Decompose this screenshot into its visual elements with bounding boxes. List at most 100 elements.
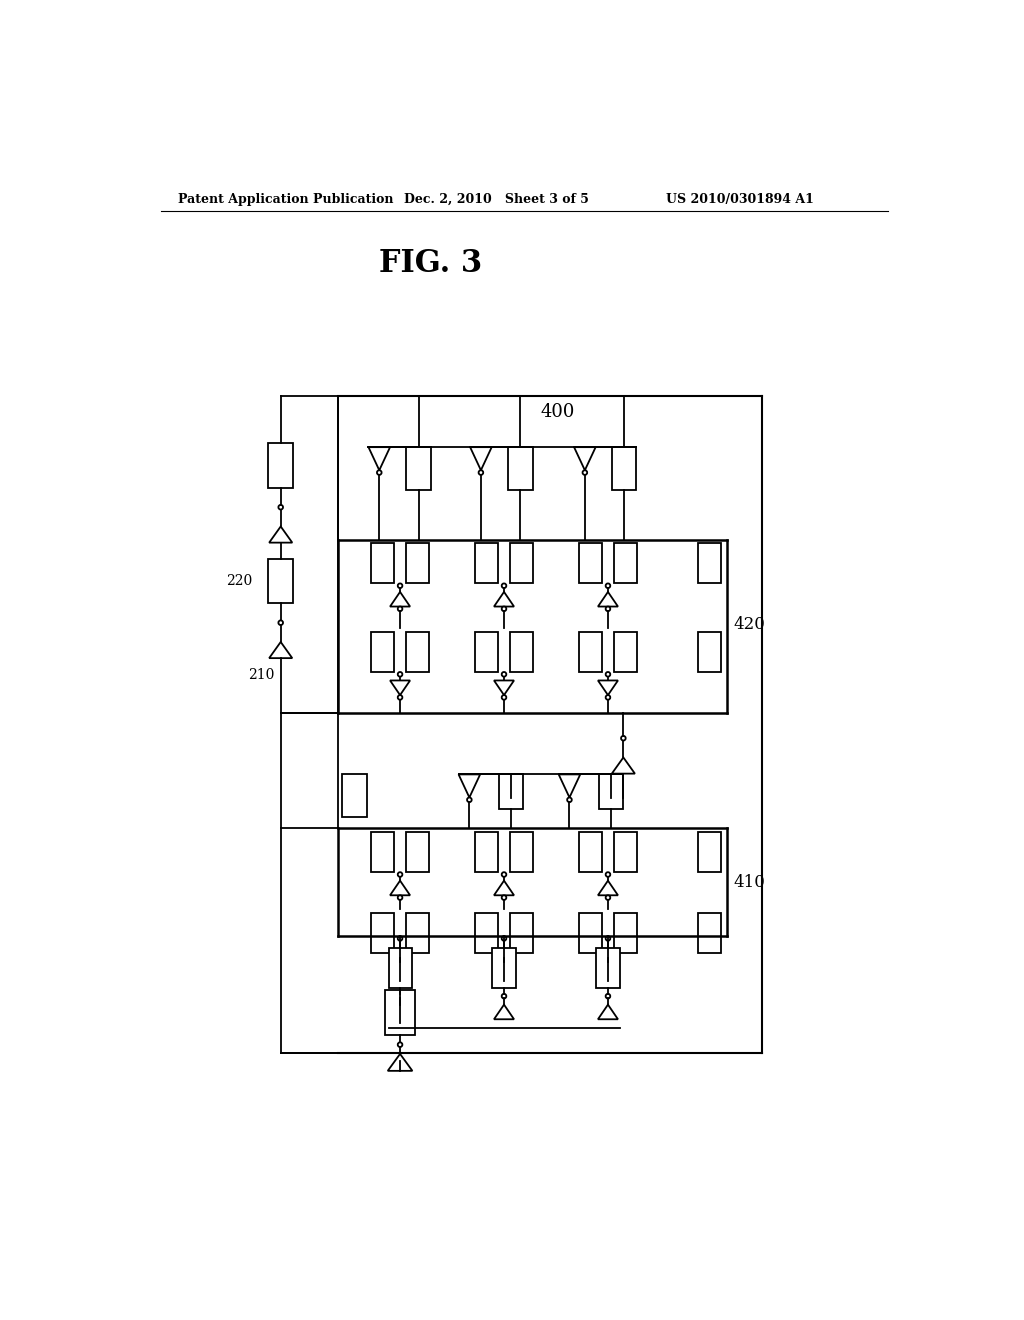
Polygon shape — [611, 758, 635, 774]
Circle shape — [605, 672, 610, 677]
Polygon shape — [559, 775, 581, 797]
Bar — [407, 632, 429, 672]
Polygon shape — [598, 681, 617, 696]
Bar — [579, 632, 602, 672]
Polygon shape — [390, 591, 410, 607]
Circle shape — [605, 696, 610, 700]
Circle shape — [279, 506, 283, 510]
Bar — [614, 632, 637, 672]
Bar — [614, 913, 637, 953]
Text: Dec. 2, 2010   Sheet 3 of 5: Dec. 2, 2010 Sheet 3 of 5 — [403, 193, 589, 206]
Bar — [268, 444, 293, 488]
Polygon shape — [494, 591, 514, 607]
Circle shape — [397, 953, 402, 958]
Circle shape — [621, 737, 626, 741]
Circle shape — [502, 936, 506, 941]
Text: FIG. 3: FIG. 3 — [379, 248, 482, 280]
Circle shape — [502, 977, 506, 981]
Polygon shape — [390, 681, 410, 696]
Bar — [510, 632, 534, 672]
Circle shape — [397, 895, 402, 900]
Text: 400: 400 — [541, 404, 575, 421]
Polygon shape — [494, 1005, 514, 1019]
Bar — [371, 832, 394, 873]
Bar — [475, 544, 498, 583]
Polygon shape — [494, 681, 514, 696]
Circle shape — [502, 953, 506, 958]
Circle shape — [502, 583, 506, 589]
Bar — [611, 447, 637, 490]
Bar — [407, 913, 429, 953]
Circle shape — [502, 895, 506, 900]
Text: US 2010/0301894 A1: US 2010/0301894 A1 — [666, 193, 814, 206]
Circle shape — [605, 583, 610, 589]
Bar — [698, 544, 721, 583]
Polygon shape — [390, 880, 410, 895]
Circle shape — [478, 470, 483, 475]
Circle shape — [397, 936, 402, 941]
Circle shape — [502, 696, 506, 700]
Circle shape — [397, 607, 402, 611]
Bar — [407, 832, 429, 873]
Bar — [475, 913, 498, 953]
Bar — [698, 913, 721, 953]
Bar — [510, 913, 534, 953]
Bar — [493, 948, 515, 987]
Circle shape — [397, 672, 402, 677]
Polygon shape — [574, 447, 596, 470]
Circle shape — [605, 895, 610, 900]
Circle shape — [605, 953, 610, 958]
Bar — [407, 447, 431, 490]
Text: 210: 210 — [248, 668, 274, 682]
Bar — [268, 558, 293, 603]
Circle shape — [377, 470, 382, 475]
Text: 410: 410 — [733, 874, 765, 891]
Bar — [698, 632, 721, 672]
Bar — [371, 913, 394, 953]
Polygon shape — [269, 642, 292, 659]
Polygon shape — [598, 1005, 617, 1019]
Circle shape — [605, 977, 610, 981]
Circle shape — [583, 470, 587, 475]
Circle shape — [502, 873, 506, 876]
Polygon shape — [390, 961, 410, 977]
Polygon shape — [459, 775, 480, 797]
Bar — [385, 990, 415, 1035]
Bar — [371, 632, 394, 672]
Bar — [614, 544, 637, 583]
Circle shape — [397, 994, 402, 998]
Bar — [508, 447, 532, 490]
Bar — [614, 832, 637, 873]
Bar — [579, 832, 602, 873]
Circle shape — [605, 873, 610, 876]
Circle shape — [397, 977, 402, 981]
Polygon shape — [598, 591, 617, 607]
Circle shape — [502, 994, 506, 998]
Bar — [510, 544, 534, 583]
Bar — [371, 544, 394, 583]
Circle shape — [502, 607, 506, 611]
Bar — [475, 832, 498, 873]
Circle shape — [502, 672, 506, 677]
Bar — [579, 544, 602, 583]
Polygon shape — [598, 880, 617, 895]
Bar — [342, 775, 367, 817]
Text: 220: 220 — [226, 574, 252, 589]
Polygon shape — [388, 1053, 413, 1071]
Bar — [475, 632, 498, 672]
Circle shape — [279, 620, 283, 626]
Polygon shape — [494, 961, 514, 977]
Polygon shape — [494, 880, 514, 895]
Polygon shape — [390, 1005, 410, 1019]
Bar — [579, 913, 602, 953]
Bar — [499, 775, 523, 809]
Polygon shape — [470, 447, 492, 470]
Polygon shape — [598, 961, 617, 977]
Bar — [698, 832, 721, 873]
Bar — [388, 948, 412, 987]
Circle shape — [605, 936, 610, 941]
Circle shape — [605, 607, 610, 611]
Text: Patent Application Publication: Patent Application Publication — [178, 193, 394, 206]
Circle shape — [397, 583, 402, 589]
Polygon shape — [369, 447, 390, 470]
